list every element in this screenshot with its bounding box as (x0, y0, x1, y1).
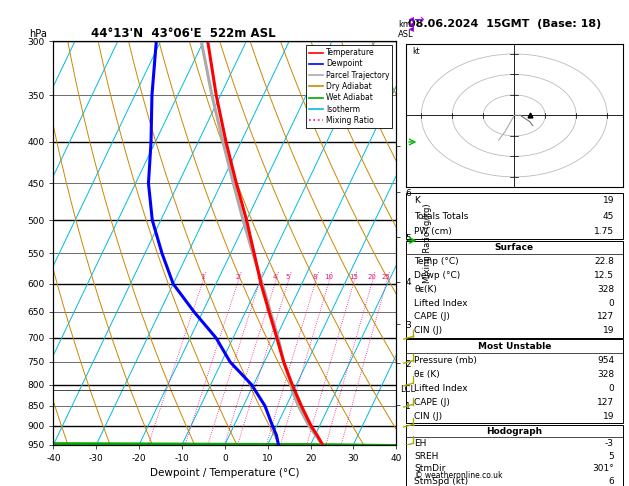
Text: km
ASL: km ASL (398, 20, 414, 39)
Text: Temp (°C): Temp (°C) (415, 257, 459, 266)
Text: CIN (J): CIN (J) (415, 412, 443, 421)
Text: -3: -3 (605, 439, 614, 448)
Text: 08.06.2024  15GMT  (Base: 18): 08.06.2024 15GMT (Base: 18) (408, 19, 601, 30)
Text: kt: kt (412, 47, 420, 56)
Text: Totals Totals: Totals Totals (415, 211, 469, 221)
Text: 127: 127 (597, 312, 614, 321)
Text: © weatheronline.co.uk: © weatheronline.co.uk (415, 471, 503, 480)
Text: Lifted Index: Lifted Index (415, 298, 468, 308)
Legend: Temperature, Dewpoint, Parcel Trajectory, Dry Adiabat, Wet Adiabat, Isotherm, Mi: Temperature, Dewpoint, Parcel Trajectory… (306, 45, 392, 128)
Text: 1.75: 1.75 (594, 227, 614, 236)
Text: CAPE (J): CAPE (J) (415, 312, 450, 321)
Text: K: K (415, 196, 420, 205)
Text: 127: 127 (597, 398, 614, 407)
Text: 3: 3 (257, 275, 261, 280)
Text: 2: 2 (235, 275, 240, 280)
Text: CIN (J): CIN (J) (415, 326, 443, 335)
Text: Mixing Ratio (g/kg): Mixing Ratio (g/kg) (423, 203, 432, 283)
Text: 10: 10 (324, 275, 333, 280)
Text: 0: 0 (608, 298, 614, 308)
Text: 19: 19 (603, 412, 614, 421)
Text: θᴇ (K): θᴇ (K) (415, 370, 440, 379)
Text: 0: 0 (608, 384, 614, 393)
Text: EH: EH (415, 439, 426, 448)
Text: PW (cm): PW (cm) (415, 227, 452, 236)
Text: 15: 15 (349, 275, 358, 280)
Text: 20: 20 (367, 275, 376, 280)
Text: →: → (413, 14, 424, 27)
Text: 19: 19 (603, 326, 614, 335)
Text: LCL: LCL (399, 385, 415, 394)
Text: ▲▲▲: ▲▲▲ (409, 15, 415, 32)
Text: Surface: Surface (494, 243, 534, 252)
Text: CAPE (J): CAPE (J) (415, 398, 450, 407)
Text: 6: 6 (608, 477, 614, 486)
Text: 22.8: 22.8 (594, 257, 614, 266)
Text: 19: 19 (603, 196, 614, 205)
Text: hPa: hPa (30, 29, 47, 39)
Text: θᴇ(K): θᴇ(K) (415, 285, 437, 294)
Text: 8: 8 (313, 275, 317, 280)
Title: 44°13'N  43°06'E  522m ASL: 44°13'N 43°06'E 522m ASL (91, 27, 276, 40)
Text: 5: 5 (608, 452, 614, 461)
Text: StmDir: StmDir (415, 465, 446, 473)
Text: Dewp (°C): Dewp (°C) (415, 271, 460, 280)
Text: 328: 328 (597, 370, 614, 379)
Text: StmSpd (kt): StmSpd (kt) (415, 477, 469, 486)
Text: 328: 328 (597, 285, 614, 294)
Text: 25: 25 (382, 275, 391, 280)
Text: 45: 45 (603, 211, 614, 221)
Text: 954: 954 (597, 356, 614, 365)
Text: 5: 5 (286, 275, 290, 280)
X-axis label: Dewpoint / Temperature (°C): Dewpoint / Temperature (°C) (150, 469, 299, 478)
Text: 12.5: 12.5 (594, 271, 614, 280)
Text: 4: 4 (272, 275, 277, 280)
Text: Lifted Index: Lifted Index (415, 384, 468, 393)
Text: 1: 1 (200, 275, 204, 280)
Text: Most Unstable: Most Unstable (477, 342, 551, 351)
Text: Pressure (mb): Pressure (mb) (415, 356, 477, 365)
Text: 301°: 301° (593, 465, 614, 473)
Text: SREH: SREH (415, 452, 439, 461)
Text: Hodograph: Hodograph (486, 427, 542, 435)
